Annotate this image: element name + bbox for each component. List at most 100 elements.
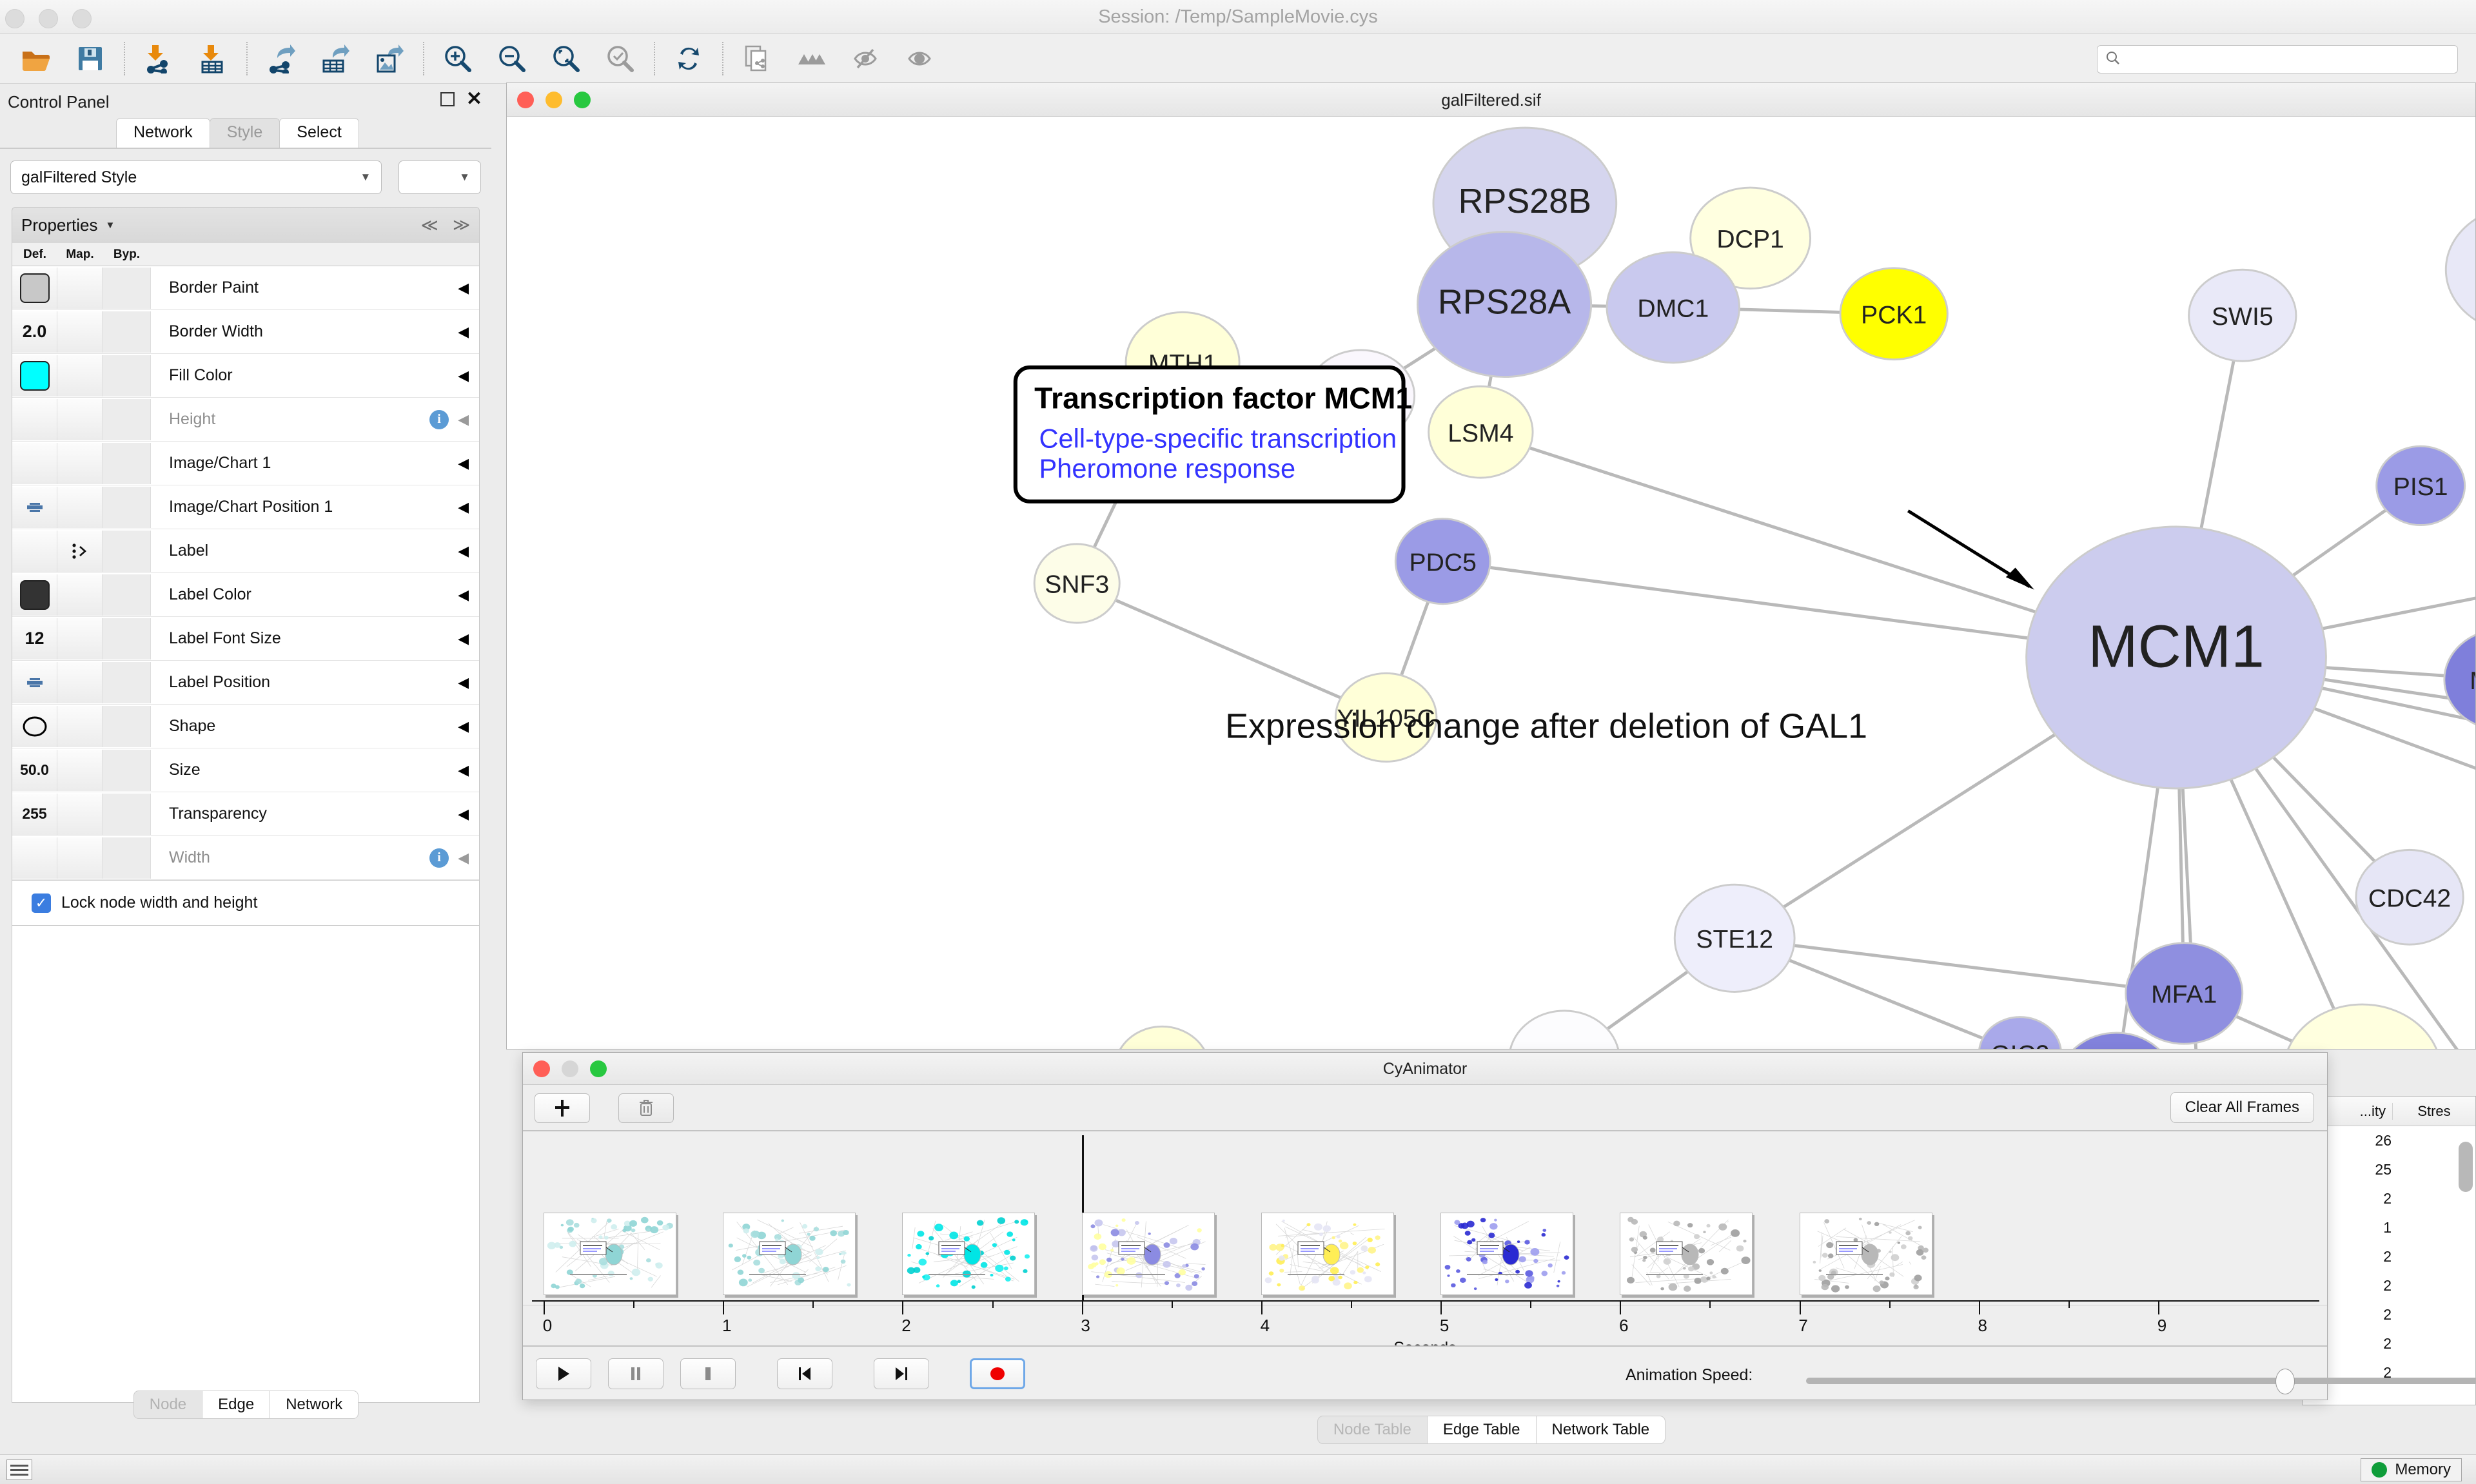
record-button[interactable]	[970, 1358, 1025, 1389]
property-bypass-cell[interactable]	[103, 705, 151, 747]
network-node[interactable]: PCK1	[1839, 267, 1949, 361]
property-default-cell[interactable]	[12, 837, 57, 879]
property-row[interactable]: Image/Chart Position 1 ◀	[12, 485, 479, 529]
property-bypass-cell[interactable]	[103, 661, 151, 703]
column-header-stress[interactable]: Stres	[2417, 1102, 2451, 1119]
property-mapping-cell[interactable]	[57, 837, 103, 879]
network-node[interactable]: SNF3	[1033, 543, 1121, 624]
zoom-selected-icon[interactable]	[593, 37, 647, 80]
network-node[interactable]: CDC42	[2355, 848, 2464, 946]
table-row[interactable]: 2	[2303, 1329, 2475, 1358]
property-row[interactable]: Shape ◀	[12, 705, 479, 748]
minimize-animator-button[interactable]	[562, 1060, 578, 1077]
bottom-tab-network[interactable]: Network	[270, 1391, 359, 1419]
show-all-icon[interactable]	[892, 37, 947, 80]
info-icon[interactable]: i	[429, 409, 449, 429]
minimize-window-button[interactable]	[39, 9, 58, 28]
open-folder-icon[interactable]	[9, 37, 63, 80]
export-network-icon[interactable]	[254, 37, 308, 80]
bottom-tab-edge[interactable]: Edge	[202, 1391, 271, 1419]
network-node[interactable]: LSM4	[1428, 385, 1534, 479]
property-default-cell[interactable]	[12, 355, 57, 396]
memory-status-button[interactable]: Memory	[2361, 1458, 2462, 1481]
bottom-tab-node[interactable]: Node	[133, 1391, 203, 1419]
property-default-cell[interactable]	[12, 398, 57, 440]
property-mapping-cell[interactable]	[57, 311, 103, 353]
network-node[interactable]: MFA2	[2443, 629, 2476, 730]
table-row[interactable]: 25	[2303, 1155, 2475, 1184]
property-bypass-cell[interactable]	[103, 793, 151, 835]
property-mapping-cell[interactable]	[57, 442, 103, 484]
maximize-window-button[interactable]	[72, 9, 92, 28]
network-edge[interactable]	[1076, 581, 1387, 719]
frame-thumbnail[interactable]	[1081, 1213, 1215, 1295]
property-mapping-cell[interactable]	[57, 574, 103, 616]
frame-thumbnail[interactable]	[544, 1213, 676, 1295]
property-bypass-cell[interactable]	[103, 267, 151, 309]
property-bypass-cell[interactable]	[103, 749, 151, 791]
export-image-icon[interactable]	[362, 37, 417, 80]
property-row[interactable]: 50.0 Size ◀	[12, 748, 479, 792]
property-default-cell[interactable]	[12, 267, 57, 309]
expand-property-icon[interactable]: ◀	[458, 805, 469, 822]
network-node[interactable]: MCM1	[2025, 525, 2327, 790]
property-row[interactable]: 2.0 Border Width ◀	[12, 310, 479, 354]
info-icon[interactable]: i	[429, 848, 449, 868]
property-bypass-cell[interactable]	[103, 355, 151, 396]
property-bypass-cell[interactable]	[103, 530, 151, 572]
property-row[interactable]: Label Position ◀	[12, 661, 479, 705]
property-row[interactable]: Label Color ◀	[12, 573, 479, 617]
tab-node-table[interactable]: Node Table	[1317, 1416, 1428, 1444]
network-node[interactable]: YIL105C	[1334, 672, 1438, 763]
collapse-all-icon[interactable]: ≪	[452, 216, 470, 235]
property-mapping-cell[interactable]	[57, 398, 103, 440]
network-node[interactable]: GIC2	[1978, 1016, 2062, 1050]
property-default-cell[interactable]: 255	[12, 793, 57, 835]
column-header-centrality[interactable]: ...ity	[2303, 1102, 2393, 1120]
maximize-network-button[interactable]	[574, 92, 591, 108]
expand-property-icon[interactable]: ◀	[458, 542, 469, 559]
maximize-animator-button[interactable]	[590, 1060, 607, 1077]
new-network-from-selection-icon[interactable]	[730, 37, 784, 80]
float-panel-button[interactable]	[440, 92, 455, 106]
stop-button[interactable]	[680, 1358, 736, 1389]
style-select[interactable]: galFiltered Style ▼	[10, 161, 382, 194]
clear-all-frames-button[interactable]: Clear All Frames	[2170, 1092, 2314, 1123]
search-input[interactable]	[2097, 45, 2458, 73]
table-row[interactable]: 2	[2303, 1358, 2475, 1387]
network-edge[interactable]	[1734, 936, 2185, 995]
expand-property-icon[interactable]: ◀	[458, 498, 469, 515]
network-node[interactable]: ALPHA2	[2283, 1003, 2441, 1050]
property-default-cell[interactable]: 12	[12, 618, 57, 659]
network-node[interactable]: PIS1	[2375, 445, 2466, 526]
export-table-icon[interactable]	[308, 37, 362, 80]
tab-select[interactable]: Select	[279, 118, 359, 148]
property-default-cell[interactable]: 50.0	[12, 749, 57, 791]
zoom-in-icon[interactable]	[431, 37, 485, 80]
network-node[interactable]: CDC28	[1509, 1010, 1620, 1050]
network-node[interactable]: GAL80	[2444, 206, 2476, 333]
property-mapping-cell[interactable]	[57, 618, 103, 659]
expand-all-icon[interactable]: ≪	[420, 215, 438, 235]
network-node[interactable]: DMC1	[1606, 251, 1740, 364]
property-row[interactable]: Width i ◀	[12, 836, 479, 880]
expand-property-icon[interactable]: ◀	[458, 761, 469, 778]
expand-property-icon[interactable]: ◀	[458, 849, 469, 866]
network-node[interactable]: RPS28A	[1417, 231, 1593, 378]
property-row[interactable]: Border Paint ◀	[12, 266, 479, 310]
annotation-box[interactable]: Transcription factor MCM1 Cell-type-speci…	[1013, 365, 1412, 503]
color-swatch[interactable]	[19, 273, 50, 303]
animation-speed-slider[interactable]	[1806, 1378, 2476, 1384]
close-panel-button[interactable]: ✕	[466, 88, 482, 110]
property-bypass-cell[interactable]	[103, 574, 151, 616]
property-default-cell[interactable]	[12, 486, 57, 528]
property-default-cell[interactable]	[12, 530, 57, 572]
table-row[interactable]: 2	[2303, 1271, 2475, 1300]
save-icon[interactable]	[63, 37, 117, 80]
table-row[interactable]: 2	[2303, 1300, 2475, 1329]
frame-thumbnail[interactable]	[1799, 1213, 1932, 1295]
color-swatch[interactable]	[19, 360, 50, 391]
tab-network[interactable]: Network	[116, 118, 210, 148]
property-default-cell[interactable]	[12, 442, 57, 484]
